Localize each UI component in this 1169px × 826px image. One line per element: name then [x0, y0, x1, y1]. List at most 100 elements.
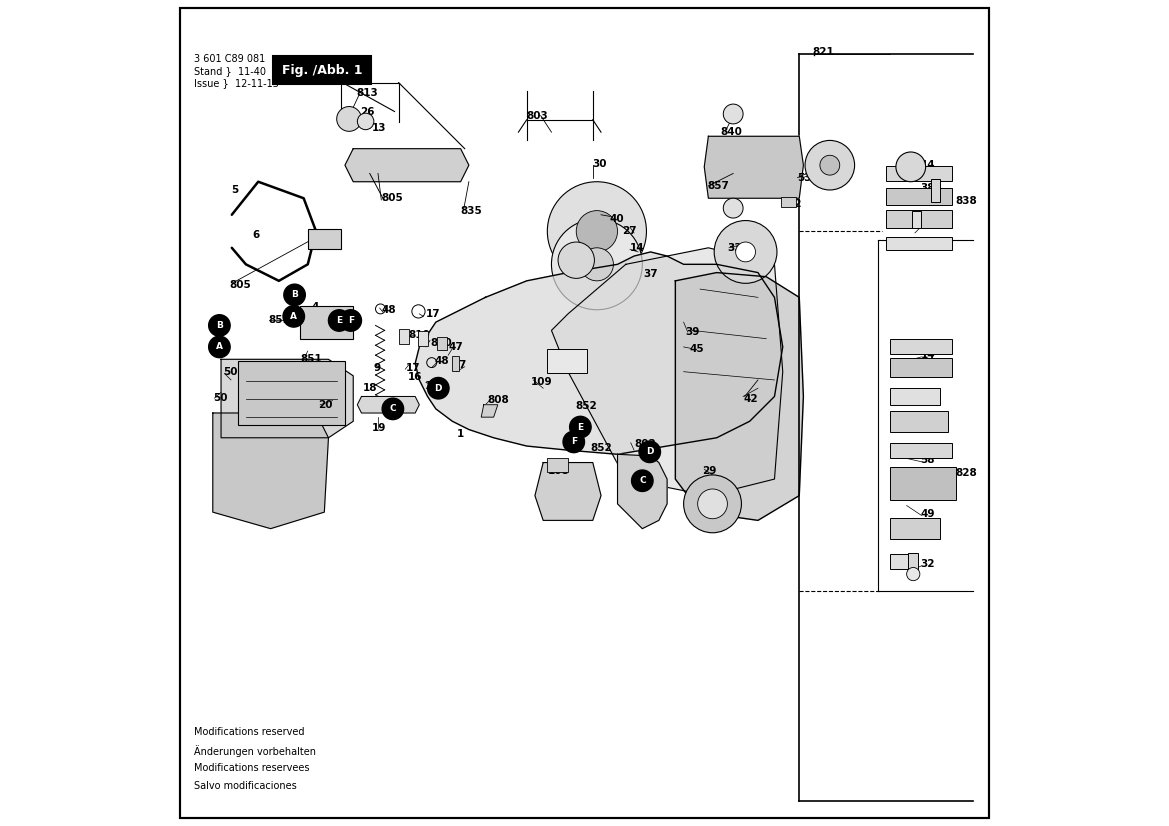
Text: B: B [216, 321, 223, 330]
Polygon shape [358, 396, 420, 413]
Circle shape [805, 140, 855, 190]
Text: 41: 41 [921, 220, 935, 230]
Text: 4/56: 4/56 [305, 316, 331, 325]
Bar [890, 519, 940, 539]
Text: E: E [337, 316, 343, 325]
Text: 50: 50 [223, 367, 237, 377]
Text: 852: 852 [590, 443, 613, 453]
Text: 1: 1 [456, 430, 464, 439]
Text: 38: 38 [921, 183, 935, 193]
Text: 840: 840 [721, 127, 742, 137]
Text: 37: 37 [643, 269, 658, 279]
Circle shape [580, 248, 614, 281]
Polygon shape [345, 149, 469, 182]
Text: 851: 851 [268, 315, 290, 325]
Text: 851: 851 [300, 354, 323, 364]
Bar [890, 554, 915, 569]
Bar [886, 188, 952, 205]
Circle shape [382, 398, 403, 420]
Circle shape [552, 219, 642, 310]
Text: 4: 4 [312, 302, 319, 312]
Text: 30: 30 [593, 159, 607, 169]
Text: 50: 50 [213, 393, 227, 403]
Text: C: C [639, 477, 645, 485]
Bar [399, 329, 408, 344]
Circle shape [724, 104, 743, 124]
Text: B: B [291, 291, 298, 299]
Text: D: D [435, 384, 442, 392]
Text: Stand }  11-40: Stand } 11-40 [194, 66, 265, 76]
Circle shape [724, 198, 743, 218]
Text: C: C [389, 405, 396, 413]
Text: Issue }  12-11-13: Issue } 12-11-13 [194, 78, 278, 88]
Text: 27: 27 [622, 226, 636, 236]
Text: 805: 805 [381, 193, 403, 203]
Bar [886, 210, 952, 228]
Circle shape [284, 284, 305, 306]
Text: 16: 16 [408, 373, 422, 382]
Text: 9: 9 [373, 363, 380, 373]
Bar [890, 467, 956, 500]
Bar [890, 443, 952, 458]
Text: 808: 808 [487, 395, 510, 405]
Circle shape [639, 441, 660, 463]
FancyBboxPatch shape [274, 56, 372, 84]
Bar [452, 356, 459, 371]
Bar [781, 197, 796, 207]
Circle shape [558, 242, 594, 278]
Text: 14: 14 [921, 350, 935, 360]
Text: 48: 48 [434, 356, 449, 366]
Text: 13: 13 [372, 123, 386, 133]
Circle shape [698, 489, 727, 519]
Text: 803: 803 [527, 111, 548, 121]
Text: F: F [347, 316, 354, 325]
Text: 25: 25 [565, 253, 579, 263]
Circle shape [895, 152, 926, 182]
Text: 48: 48 [381, 305, 396, 315]
Text: 109: 109 [531, 377, 553, 387]
Circle shape [283, 306, 304, 327]
Text: 857: 857 [707, 181, 729, 191]
Text: 17: 17 [406, 363, 421, 373]
Text: 58: 58 [921, 455, 935, 465]
Circle shape [631, 470, 653, 491]
Text: 810: 810 [408, 330, 430, 340]
Polygon shape [552, 248, 783, 496]
Polygon shape [535, 463, 601, 520]
Text: 18: 18 [364, 383, 378, 393]
Text: 852: 852 [575, 401, 597, 411]
Bar [890, 388, 940, 405]
Text: 47: 47 [448, 342, 463, 352]
Circle shape [428, 377, 449, 399]
Circle shape [209, 336, 230, 358]
Text: 6: 6 [253, 230, 260, 240]
Text: D: D [646, 448, 653, 456]
Text: 835: 835 [461, 206, 483, 216]
Bar [932, 179, 940, 202]
Text: 40: 40 [609, 214, 624, 224]
Polygon shape [415, 252, 783, 454]
Text: 17: 17 [426, 309, 441, 319]
Text: 45: 45 [690, 344, 704, 354]
Text: 14: 14 [921, 160, 935, 170]
Text: 43: 43 [921, 369, 935, 379]
Circle shape [358, 113, 374, 130]
Text: 16: 16 [426, 381, 440, 391]
Text: 838: 838 [955, 196, 977, 206]
Bar [908, 553, 918, 574]
Circle shape [328, 310, 350, 331]
Text: Modifications reservees: Modifications reservees [194, 763, 310, 773]
Polygon shape [676, 273, 803, 520]
Bar [437, 337, 448, 350]
Text: 49: 49 [729, 203, 743, 213]
Text: A: A [290, 312, 297, 320]
Bar [890, 411, 948, 431]
Circle shape [563, 431, 584, 453]
Text: Salvo modificaciones: Salvo modificaciones [194, 781, 297, 791]
Text: 802: 802 [634, 439, 656, 449]
Circle shape [576, 211, 617, 252]
Text: 805: 805 [229, 280, 251, 290]
Bar [890, 358, 952, 377]
Circle shape [547, 182, 646, 281]
Circle shape [819, 155, 839, 175]
